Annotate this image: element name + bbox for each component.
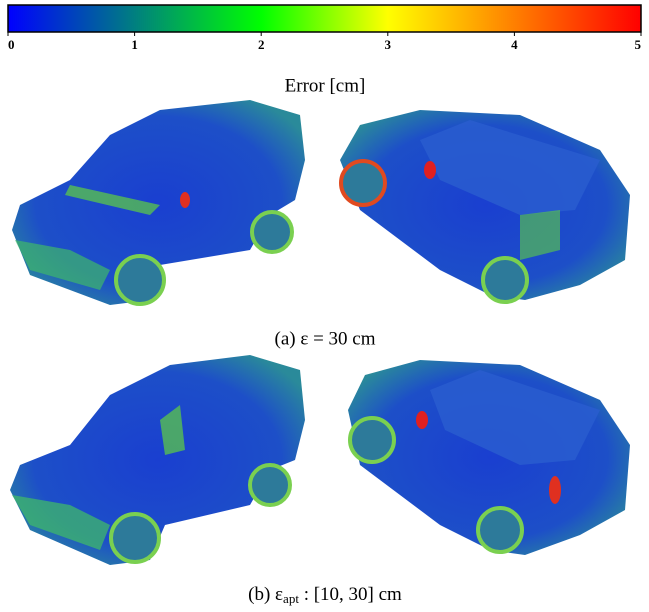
colorbar — [8, 5, 641, 32]
caption: (b) εapt : [10, 30] cm — [248, 584, 402, 606]
page: 0 1 2 3 4 5 Error [cm] (a) ε = 30 cm (b) εapt… — [0, 0, 649, 612]
colorbar-label: Error [cm] — [285, 75, 366, 96]
car-render — [340, 110, 630, 302]
caption-rest: : [10, 30] cm — [299, 584, 402, 605]
caption: (a) ε = 30 cm — [275, 328, 376, 349]
tick-label: 5 — [635, 37, 642, 52]
colorbar-ticks: 0 1 2 3 4 5 — [8, 32, 642, 52]
tick-label: 2 — [258, 37, 265, 52]
car-render — [10, 355, 305, 565]
car-render — [348, 360, 630, 555]
tick-label: 0 — [8, 37, 15, 52]
figure: 0 1 2 3 4 5 Error [cm] (a) ε = 30 cm (b) εapt… — [0, 0, 649, 612]
caption-main: (b) ε — [248, 584, 283, 605]
tick-label: 1 — [131, 37, 138, 52]
car-render — [12, 100, 305, 305]
tick-label: 3 — [385, 37, 392, 52]
caption-sub: apt — [283, 591, 299, 606]
tick-label: 4 — [511, 37, 518, 52]
